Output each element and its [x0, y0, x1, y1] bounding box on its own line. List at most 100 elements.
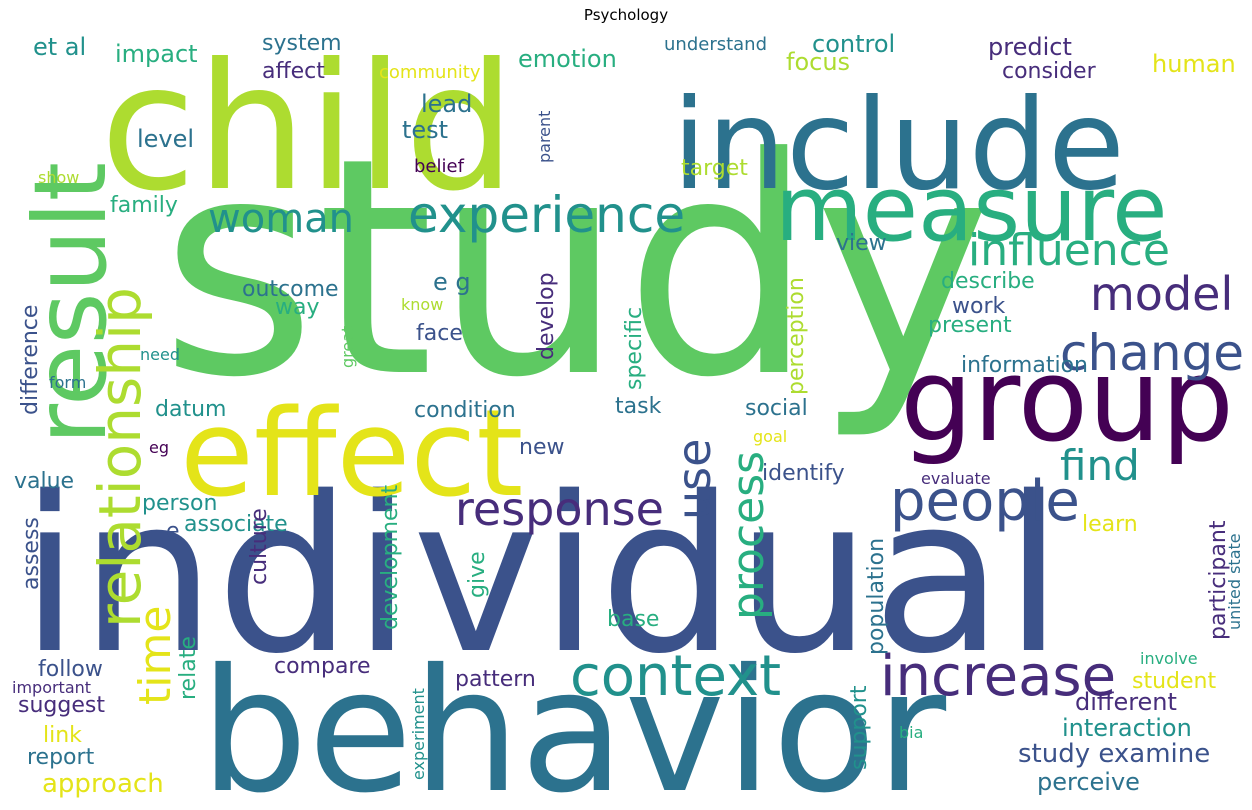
- word-effect: effect: [180, 385, 523, 524]
- word-study: study: [160, 94, 992, 443]
- word-system: system: [262, 31, 342, 56]
- word-know: know: [401, 295, 443, 314]
- word-influence: influence: [968, 225, 1170, 276]
- word-participant: participant: [1206, 520, 1231, 640]
- word-identify: identify: [762, 461, 845, 486]
- word-work: work: [952, 294, 1005, 319]
- word-report: report: [27, 745, 95, 770]
- word-person: person: [142, 491, 217, 516]
- word-affect: affect: [262, 59, 325, 84]
- word-woman: woman: [208, 196, 354, 242]
- page-title: Psychology: [583, 6, 669, 24]
- word-change: change: [1060, 324, 1244, 382]
- word-use: use: [667, 439, 721, 520]
- word-difference: difference: [18, 305, 43, 415]
- word-community: community: [379, 62, 481, 83]
- word-approach: approach: [42, 769, 164, 799]
- word-culture: culture: [247, 508, 272, 585]
- word-social: social: [745, 396, 808, 421]
- word-understand: understand: [664, 34, 767, 55]
- word-model: model: [1090, 267, 1233, 321]
- word-response: response: [455, 482, 664, 536]
- word-develop: develop: [534, 272, 559, 360]
- word-base: base: [607, 607, 659, 632]
- word-perception: perception: [784, 277, 809, 395]
- word-need: need: [140, 345, 180, 364]
- word-consider: consider: [1002, 59, 1097, 84]
- word-value: value: [14, 469, 74, 494]
- word-pattern: pattern: [455, 667, 536, 692]
- word-include: include: [672, 73, 1125, 218]
- word-result: result: [12, 162, 129, 445]
- word-et-al: et al: [33, 33, 86, 61]
- word-way: way: [275, 295, 320, 320]
- word-focus: focus: [786, 48, 850, 76]
- word-describe: describe: [941, 269, 1035, 294]
- word-different: different: [1075, 688, 1177, 716]
- word-individual: individual: [20, 450, 1063, 701]
- word-parent: parent: [535, 111, 554, 163]
- word-development: development: [378, 484, 403, 630]
- word-level: level: [137, 125, 194, 153]
- word-assess: assess: [19, 517, 44, 590]
- word-experience: experience: [408, 186, 685, 244]
- word-compare: compare: [274, 654, 371, 679]
- word-follow: follow: [38, 657, 103, 682]
- word-new: new: [519, 435, 564, 460]
- word-study-examine: study examine: [1018, 739, 1210, 769]
- word-student: student: [1132, 669, 1216, 694]
- word-increase: increase: [880, 644, 1116, 709]
- word-bia: bia: [899, 723, 923, 742]
- word-show: show: [38, 168, 79, 187]
- word-group: group: [900, 334, 1234, 468]
- word-view: view: [836, 231, 887, 256]
- word-measure: measure: [775, 157, 1168, 262]
- word-give: give: [465, 551, 490, 598]
- word-impact: impact: [115, 40, 198, 68]
- word-eg: eg: [149, 438, 169, 457]
- word-belief: belief: [414, 156, 465, 177]
- word-context: context: [570, 644, 781, 709]
- word-outcome: outcome: [242, 277, 339, 302]
- word-human: human: [1152, 50, 1236, 78]
- word-target: target: [681, 156, 748, 181]
- word-e: e: [166, 519, 180, 544]
- word-population: population: [864, 538, 889, 655]
- word-process: process: [723, 451, 774, 620]
- word-datum: datum: [155, 397, 226, 422]
- word-find: find: [1060, 441, 1140, 490]
- word-relate: relate: [176, 636, 201, 700]
- word-predict: predict: [988, 33, 1072, 61]
- word-emotion: emotion: [518, 45, 617, 73]
- word-information: information: [961, 353, 1088, 378]
- word-present: present: [928, 313, 1012, 338]
- word-family: family: [110, 193, 178, 218]
- word-behavior: behavior: [200, 633, 946, 810]
- word-people: people: [890, 469, 1080, 534]
- word-evaluate: evaluate: [921, 469, 991, 488]
- word-specific: specific: [622, 307, 647, 390]
- word-relationship: relationship: [86, 287, 154, 628]
- word-suggest: suggest: [18, 693, 105, 718]
- word-interaction: interaction: [1062, 714, 1192, 742]
- word-associate: associate: [184, 512, 288, 537]
- word-goal: goal: [753, 427, 787, 446]
- word-time: time: [130, 606, 181, 705]
- word-learn: learn: [1082, 512, 1138, 537]
- word-task: task: [615, 394, 662, 419]
- word-support: support: [847, 685, 872, 770]
- word-child: child: [100, 27, 515, 230]
- word-control: control: [812, 30, 895, 58]
- word-united-state: united state: [1225, 533, 1244, 630]
- word-lead: lead: [421, 90, 472, 118]
- word-great: great: [338, 326, 357, 368]
- word-condition: condition: [414, 398, 516, 423]
- word-important: important: [12, 678, 91, 697]
- word-link: link: [43, 723, 82, 748]
- word-involve: involve: [1140, 649, 1198, 668]
- word-experiment: experiment: [409, 688, 428, 780]
- word-face: face: [416, 321, 463, 346]
- word-perceive: perceive: [1037, 768, 1140, 796]
- word-form: form: [49, 373, 86, 392]
